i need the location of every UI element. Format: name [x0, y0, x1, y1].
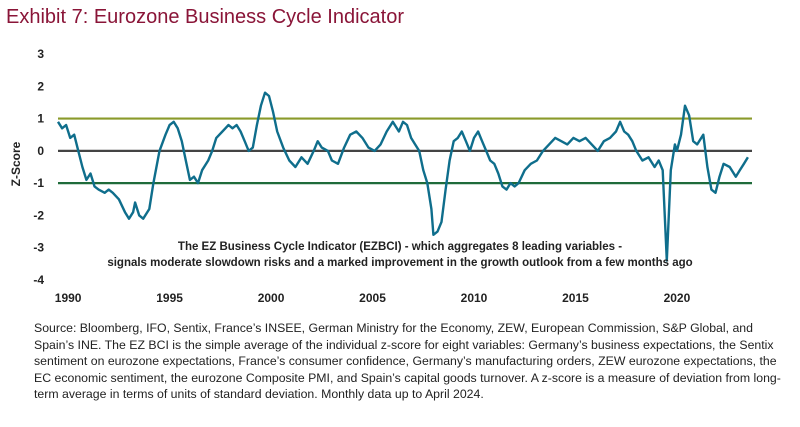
y-tick-label: -1	[33, 176, 44, 190]
business-cycle-chart: 3 2 1 0 -1 -2 -3 -4 Z-Score The EZ Business Cyc…	[0, 40, 800, 312]
y-tick-label: 2	[37, 79, 44, 93]
y-tick-label: -2	[33, 208, 44, 222]
series-line	[56, 91, 749, 262]
x-tick-label: 1990	[55, 291, 82, 305]
x-tick-label: 2020	[664, 291, 691, 305]
source-note: Source: Bloomberg, IFO, Sentix, France’s…	[34, 321, 781, 401]
y-axis: 3 2 1 0 -1 -2 -3 -4	[33, 47, 44, 287]
x-tick-label: 2000	[258, 291, 285, 305]
x-tick-label: 1995	[156, 291, 183, 305]
y-tick-label: 1	[37, 112, 44, 126]
x-axis: 1990 1995 2000 2005 2010 2015 2020	[55, 291, 691, 305]
x-tick-label: 2005	[359, 291, 386, 305]
y-tick-label: -3	[33, 241, 44, 255]
x-tick-label: 2015	[562, 291, 589, 305]
reference-lines	[58, 117, 752, 185]
y-tick-label: 0	[37, 144, 44, 158]
y-tick-label: 3	[37, 47, 44, 61]
y-axis-label: Z-Score	[9, 141, 23, 186]
x-tick-label: 2010	[461, 291, 488, 305]
exhibit-title: Exhibit 7: Eurozone Business Cycle Indic…	[6, 6, 404, 28]
annotation-line-2: signals moderate slowdown risks and a ma…	[107, 257, 692, 269]
series-lines	[56, 91, 749, 262]
y-tick-label: -4	[33, 273, 44, 287]
annotation-line-1: The EZ Business Cycle Indicator (EZBCI) …	[178, 241, 622, 253]
chart-canvas: 3 2 1 0 -1 -2 -3 -4 Z-Score The EZ Business Cyc…	[9, 47, 752, 305]
